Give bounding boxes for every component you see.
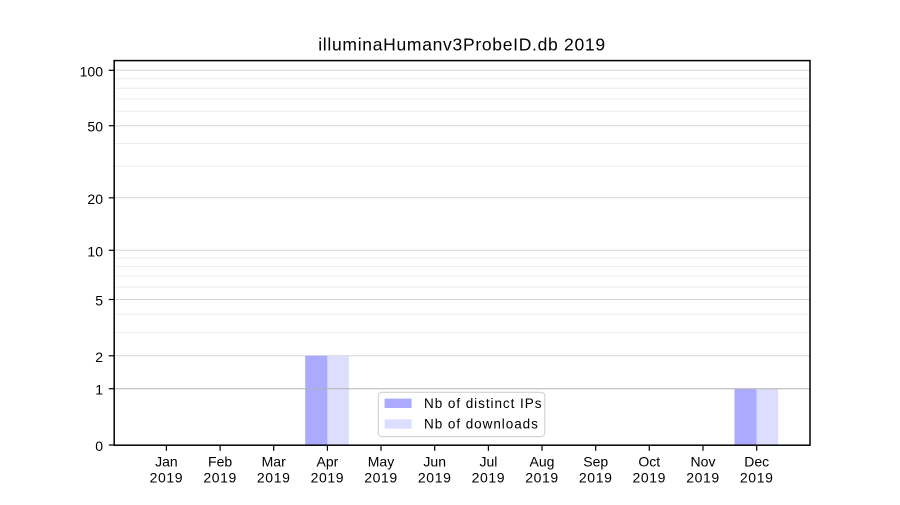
svg-text:2019: 2019 bbox=[364, 470, 398, 486]
svg-text:2019: 2019 bbox=[418, 470, 452, 486]
svg-text:2019: 2019 bbox=[311, 470, 345, 486]
svg-text:2019: 2019 bbox=[525, 470, 559, 486]
svg-text:2019: 2019 bbox=[740, 470, 774, 486]
svg-text:Aug: Aug bbox=[530, 453, 555, 469]
svg-text:2019: 2019 bbox=[150, 470, 184, 486]
svg-text:100: 100 bbox=[80, 63, 104, 79]
svg-text:Feb: Feb bbox=[208, 453, 232, 469]
svg-text:Sep: Sep bbox=[583, 453, 608, 469]
svg-text:5: 5 bbox=[95, 293, 103, 309]
svg-text:2: 2 bbox=[95, 349, 103, 365]
svg-text:May: May bbox=[368, 453, 394, 469]
svg-text:Nov: Nov bbox=[691, 453, 716, 469]
svg-text:2019: 2019 bbox=[579, 470, 613, 486]
svg-text:Apr: Apr bbox=[317, 453, 339, 469]
svg-text:Jul: Jul bbox=[479, 453, 497, 469]
svg-text:Jun: Jun bbox=[423, 453, 446, 469]
svg-text:2019: 2019 bbox=[633, 470, 667, 486]
svg-text:Nb of downloads: Nb of downloads bbox=[424, 417, 539, 432]
svg-text:2019: 2019 bbox=[472, 470, 506, 486]
svg-text:Nb of distinct IPs: Nb of distinct IPs bbox=[424, 396, 542, 411]
svg-text:20: 20 bbox=[87, 191, 103, 207]
svg-text:Oct: Oct bbox=[638, 453, 660, 469]
svg-text:Jan: Jan bbox=[155, 453, 178, 469]
svg-text:Dec: Dec bbox=[744, 453, 769, 469]
svg-text:0: 0 bbox=[95, 438, 103, 454]
svg-text:2019: 2019 bbox=[257, 470, 291, 486]
svg-text:Mar: Mar bbox=[262, 453, 286, 469]
svg-text:2019: 2019 bbox=[203, 470, 237, 486]
svg-text:1: 1 bbox=[95, 382, 103, 398]
svg-text:10: 10 bbox=[87, 243, 103, 259]
svg-text:2019: 2019 bbox=[686, 470, 720, 486]
svg-text:illuminaHumanv3ProbeID.db 2019: illuminaHumanv3ProbeID.db 2019 bbox=[318, 35, 606, 55]
svg-text:50: 50 bbox=[87, 119, 103, 135]
